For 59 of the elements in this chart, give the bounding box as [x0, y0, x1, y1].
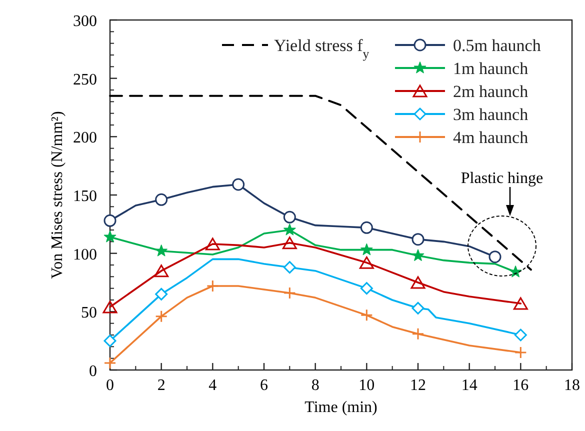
y-tick-label: 150: [73, 188, 97, 205]
legend-label: Yield stress f$_{y}$: [274, 36, 370, 61]
point: [509, 266, 522, 278]
point: [513, 297, 528, 310]
y-tick-label: 50: [81, 304, 97, 322]
legend-label: 2m haunch: [453, 82, 529, 101]
point: [284, 224, 296, 236]
point: [155, 288, 168, 300]
point: [360, 282, 373, 295]
legend-label: 3m haunch: [453, 105, 529, 124]
x-tick-label: 16: [512, 377, 529, 394]
y-tick-label: 250: [73, 71, 97, 88]
x-tick-label: 8: [311, 377, 320, 394]
x-tick-label: 4: [208, 377, 217, 394]
annotation: Plastic hinge: [460, 170, 544, 187]
point: [412, 249, 424, 261]
point: [155, 193, 168, 206]
legend-label: 4m haunch: [453, 128, 529, 147]
point: [514, 328, 527, 342]
point: [102, 300, 118, 314]
x-tick-label: 10: [358, 377, 375, 394]
x-tick-label: 2: [157, 377, 166, 394]
point: [412, 233, 424, 246]
point: [412, 328, 424, 340]
point: [359, 256, 374, 269]
point: [206, 280, 219, 292]
point: [283, 261, 296, 274]
point: [360, 243, 373, 256]
x-tick-label: 0: [106, 377, 114, 394]
point: [154, 264, 169, 278]
y-axis-title: Von Mises stress (N/mm²): [49, 111, 66, 279]
point: [283, 286, 296, 300]
x-tick-label: 6: [260, 377, 268, 394]
point: [155, 310, 168, 323]
point: [410, 276, 426, 289]
y-tick-label: 200: [73, 130, 97, 147]
y-tick-label: 100: [73, 246, 97, 264]
point: [283, 210, 296, 224]
point: [104, 334, 116, 348]
point: [104, 214, 116, 227]
point: [360, 221, 373, 234]
point: [104, 230, 116, 242]
point: [104, 356, 116, 370]
y-tick-label: 300: [73, 13, 97, 30]
point: [205, 238, 220, 250]
x-tick-label: 18: [564, 377, 580, 394]
point: [282, 236, 297, 250]
x-tick-label: 14: [461, 377, 478, 394]
x-axis-title: Time (min): [304, 399, 378, 416]
point: [412, 302, 424, 314]
legend-label: 0.5m haunch: [453, 36, 542, 55]
point: [155, 244, 168, 256]
y-tick-label: 0: [89, 363, 97, 380]
point: [360, 308, 373, 322]
legend-label: 1m haunch: [453, 59, 529, 78]
x-tick-label: 12: [410, 377, 426, 394]
point: [232, 178, 245, 191]
point: [514, 346, 527, 359]
point: [488, 250, 502, 264]
